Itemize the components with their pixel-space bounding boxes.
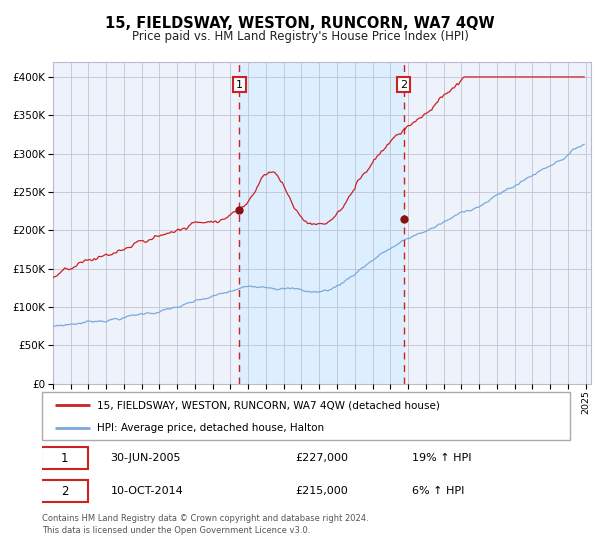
Text: 1: 1 xyxy=(61,451,68,465)
Text: £227,000: £227,000 xyxy=(295,453,349,463)
Text: £215,000: £215,000 xyxy=(295,486,348,496)
Text: Contains HM Land Registry data © Crown copyright and database right 2024.: Contains HM Land Registry data © Crown c… xyxy=(42,514,368,523)
Text: 19% ↑ HPI: 19% ↑ HPI xyxy=(412,453,471,463)
Text: 30-JUN-2005: 30-JUN-2005 xyxy=(110,453,181,463)
Text: 15, FIELDSWAY, WESTON, RUNCORN, WA7 4QW (detached house): 15, FIELDSWAY, WESTON, RUNCORN, WA7 4QW … xyxy=(97,400,440,410)
Text: HPI: Average price, detached house, Halton: HPI: Average price, detached house, Halt… xyxy=(97,423,325,433)
Text: 15, FIELDSWAY, WESTON, RUNCORN, WA7 4QW: 15, FIELDSWAY, WESTON, RUNCORN, WA7 4QW xyxy=(105,16,495,31)
Text: This data is licensed under the Open Government Licence v3.0.: This data is licensed under the Open Gov… xyxy=(42,526,310,535)
Text: 6% ↑ HPI: 6% ↑ HPI xyxy=(412,486,464,496)
Text: 1: 1 xyxy=(236,80,243,90)
FancyBboxPatch shape xyxy=(41,480,88,502)
FancyBboxPatch shape xyxy=(41,447,88,469)
Text: Price paid vs. HM Land Registry's House Price Index (HPI): Price paid vs. HM Land Registry's House … xyxy=(131,30,469,43)
FancyBboxPatch shape xyxy=(42,392,570,440)
Bar xyxy=(239,62,404,384)
Text: 2: 2 xyxy=(400,80,407,90)
Text: 2: 2 xyxy=(61,484,68,498)
Text: 10-OCT-2014: 10-OCT-2014 xyxy=(110,486,184,496)
